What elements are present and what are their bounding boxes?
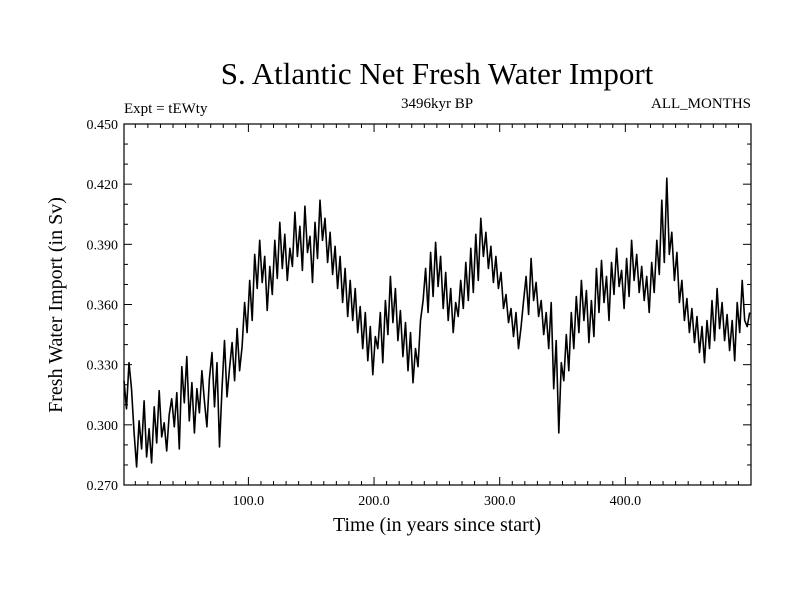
y-tick-label: 0.270 xyxy=(87,479,119,494)
y-tick-label: 0.300 xyxy=(87,419,119,434)
axes-layer: 0.270 0.300 0.330 0.360 0.390 0.420 0.450 100.0… xyxy=(87,118,751,509)
data-series-layer xyxy=(123,177,751,468)
experiment-label: Expt = tEWty xyxy=(124,101,208,117)
months-label: ALL_MONTHS xyxy=(651,96,751,112)
plot-frame xyxy=(123,123,752,486)
y-axis-label: Fresh Water Import (in Sv) xyxy=(45,197,67,413)
y-tick-label: 0.420 xyxy=(87,178,119,193)
x-tick-label: 300.0 xyxy=(484,494,516,509)
x-tick-label: 400.0 xyxy=(610,494,642,509)
x-tick-label: 100.0 xyxy=(233,494,265,509)
x-axis-label: Time (in years since start) xyxy=(333,514,541,536)
period-label: 3496kyr BP xyxy=(401,96,473,112)
y-tick-label: 0.390 xyxy=(87,238,119,253)
y-tick-label: 0.360 xyxy=(87,299,119,314)
y-tick-label: 0.330 xyxy=(87,359,119,374)
chart-title: S. Atlantic Net Fresh Water Import xyxy=(221,56,654,91)
x-tick-label: 200.0 xyxy=(358,494,390,509)
series-line-0 xyxy=(123,177,751,468)
y-tick-label: 0.450 xyxy=(87,118,119,133)
